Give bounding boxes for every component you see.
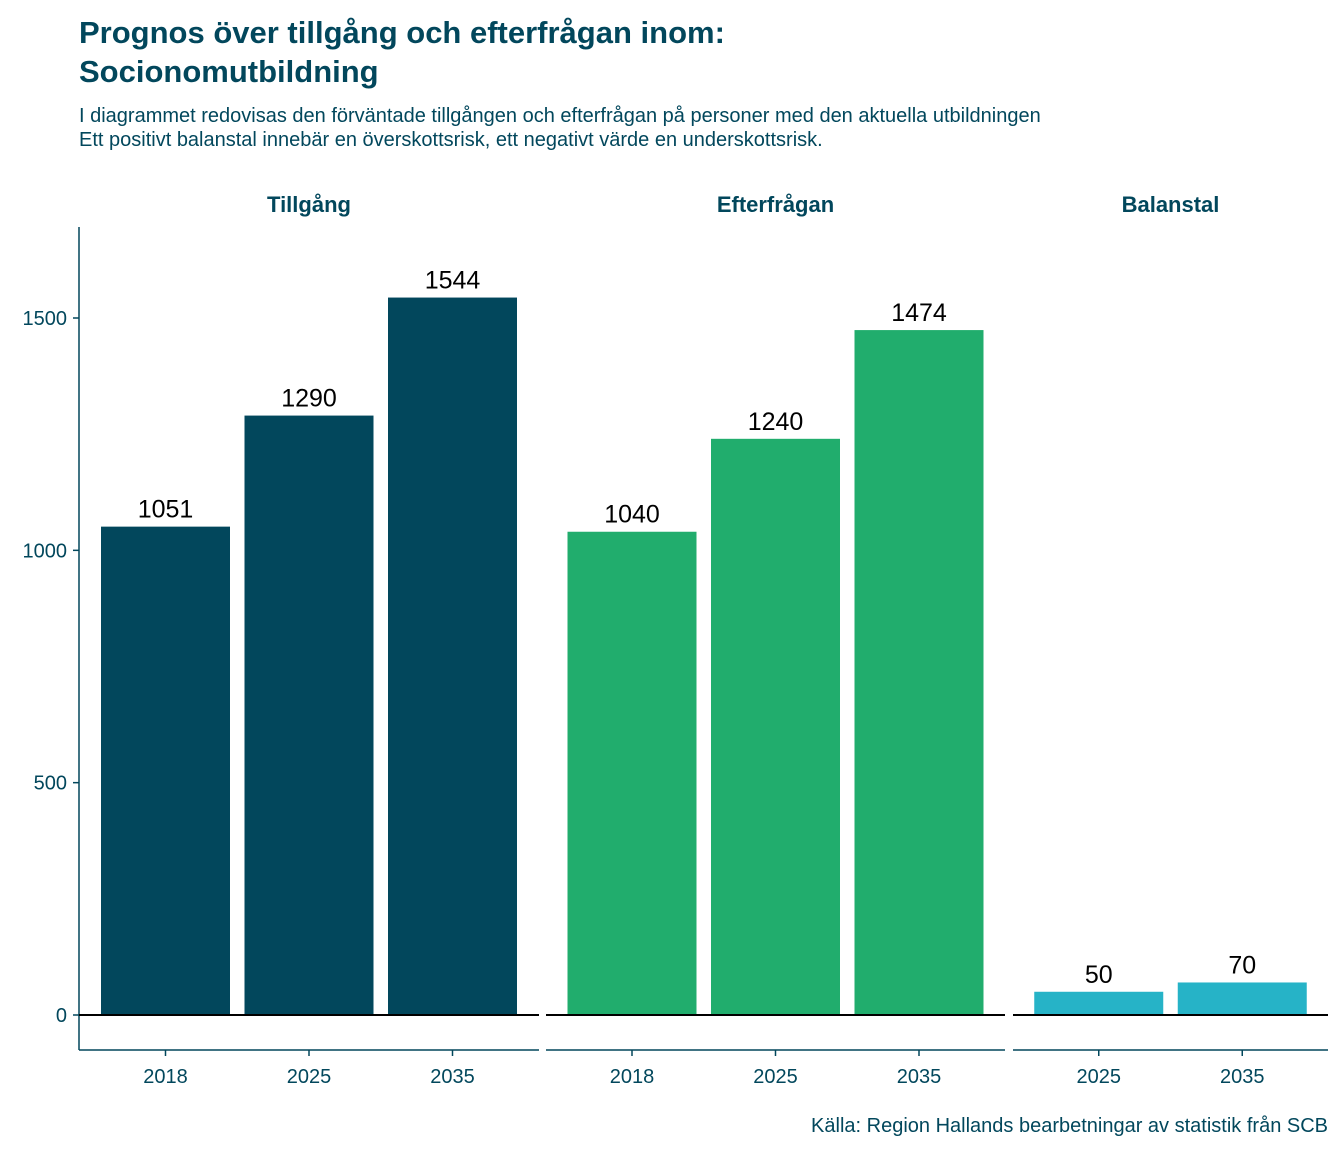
facet-label-tillg-ng: Tillgång (267, 192, 351, 217)
bar-efterfr-gan-2035 (854, 330, 984, 1016)
bar-tillg-ng-2025 (244, 415, 374, 1016)
x-tick-label-tillg-ng-2035: 2035 (430, 1066, 475, 1088)
chart-title-line-1: Prognos över tillgång och efterfrågan in… (79, 15, 725, 50)
bar-efterfr-gan-2025 (711, 438, 840, 1015)
bar-efterfr-gan-2018 (567, 531, 697, 1015)
y-tick-label-1500: 1500 (23, 308, 68, 330)
chart-subtitle-line-2: Ett positivt balanstal innebär en översk… (79, 129, 823, 151)
data-label-balanstal-2025: 50 (1085, 961, 1113, 989)
bar-balanstal-2025 (1034, 991, 1164, 1015)
bar-tillg-ng-2018 (101, 526, 230, 1015)
data-label-tillg-ng-2035: 1544 (425, 267, 481, 295)
data-label-tillg-ng-2025: 1290 (281, 385, 337, 413)
x-tick-label-tillg-ng-2018: 2018 (143, 1066, 188, 1088)
y-tick-label-500: 500 (34, 773, 67, 795)
x-tick-label-balanstal-2035: 2035 (1220, 1066, 1265, 1088)
bar-balanstal-2035 (1177, 982, 1307, 1015)
bar-tillg-ng-2035 (388, 297, 517, 1015)
y-tick-label-0: 0 (56, 1005, 67, 1027)
y-tick-label-1000: 1000 (23, 540, 68, 562)
x-tick-label-efterfr-gan-2025: 2025 (753, 1066, 798, 1088)
data-label-tillg-ng-2018: 1051 (138, 496, 194, 524)
plot-area: 0 500 1000 1500 Tillgång 1051 2018 1290 2025 1544… (23, 192, 1328, 1088)
data-label-efterfr-gan-2018: 1040 (604, 501, 660, 529)
facet-label-balanstal: Balanstal (1122, 192, 1220, 217)
x-tick-label-efterfr-gan-2035: 2035 (897, 1066, 942, 1088)
chart-title-line-2: Socionomutbildning (79, 54, 379, 89)
x-tick-label-tillg-ng-2025: 2025 (287, 1066, 332, 1088)
x-tick-label-balanstal-2025: 2025 (1077, 1066, 1122, 1088)
chart-subtitle-line-1: I diagrammet redovisas den förväntade ti… (79, 105, 1041, 127)
data-label-balanstal-2035: 70 (1228, 951, 1256, 979)
facet-label-efterfr-gan: Efterfrågan (717, 192, 834, 217)
data-label-efterfr-gan-2025: 1240 (748, 408, 804, 436)
chart-caption: Källa: Region Hallands bearbetningar av … (811, 1115, 1328, 1137)
data-label-efterfr-gan-2035: 1474 (891, 299, 947, 327)
x-tick-label-efterfr-gan-2018: 2018 (610, 1066, 655, 1088)
